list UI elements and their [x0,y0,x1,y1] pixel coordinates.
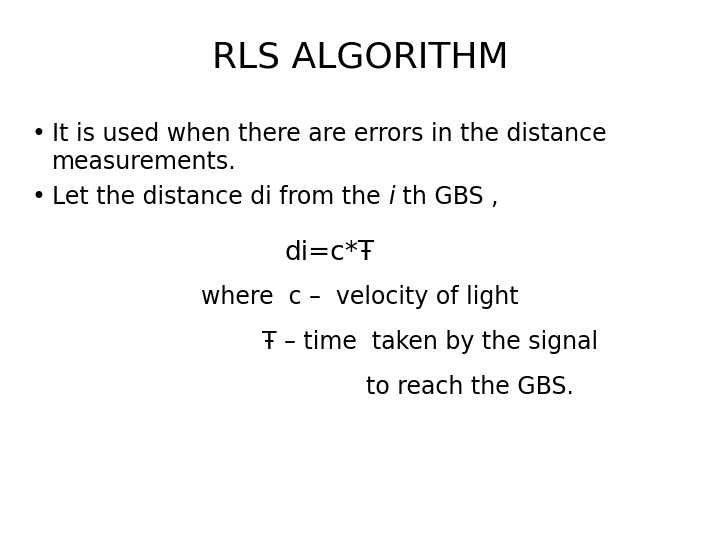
Text: where  c –  velocity of light: where c – velocity of light [201,285,519,309]
Text: RLS ALGORITHM: RLS ALGORITHM [212,40,508,74]
Text: i: i [388,185,395,209]
Text: th GBS ,: th GBS , [395,185,498,209]
Text: •: • [31,185,45,209]
Text: It is used when there are errors in the distance: It is used when there are errors in the … [52,122,607,146]
Text: Ŧ – time  taken by the signal: Ŧ – time taken by the signal [262,330,598,354]
Text: di=c*Ŧ: di=c*Ŧ [285,240,375,266]
Text: •: • [31,122,45,146]
Text: Let the distance di from the: Let the distance di from the [52,185,388,209]
Text: measurements.: measurements. [52,150,237,174]
Text: to reach the GBS.: to reach the GBS. [366,375,574,399]
